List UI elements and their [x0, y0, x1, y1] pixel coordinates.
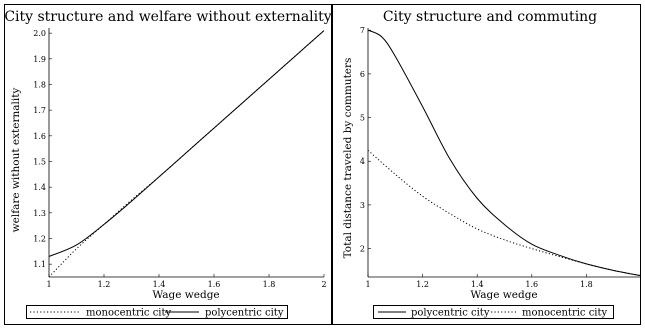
- x-tick-label: 1: [365, 280, 370, 289]
- y-tick-label: 1.1: [33, 260, 46, 269]
- legend: polycentric city monocentric city: [373, 305, 614, 319]
- legend-entry-polycentric: polycentric city: [411, 308, 490, 319]
- x-tick-label: 1.2: [416, 280, 429, 289]
- x-tick-label: 1.4: [153, 280, 166, 289]
- y-tick-label: 1.7: [33, 106, 46, 115]
- chart-title: City structure and welfare without exter…: [4, 9, 331, 25]
- x-tick-label: 1: [46, 280, 51, 289]
- plot-lines: [48, 30, 325, 278]
- legend-box: [373, 305, 614, 319]
- left-panel-frame: [4, 4, 332, 325]
- legend-entry-polycentric: polycentric city: [205, 308, 284, 319]
- legend-box: [26, 305, 288, 319]
- welfare-chart: City structure and welfare without exter…: [4, 9, 332, 319]
- y-tick-label: 1.4: [33, 183, 46, 192]
- x-ticks: 1 1.2 1.4 1.6 1.8 2: [46, 274, 327, 289]
- series-line-monocentric: [367, 149, 642, 277]
- y-tick-label: 4: [360, 157, 365, 166]
- x-tick-label: 1.4: [471, 280, 484, 289]
- axes: [367, 28, 641, 278]
- series-line-polycentric: [48, 30, 325, 257]
- y-tick-label: 5: [360, 114, 365, 123]
- y-ticks: 1.1 1.2 1.3 1.4 1.5 1.6 1.7 1.8 1.9 2.0: [33, 29, 52, 269]
- y-tick-label: 1.9: [33, 55, 46, 64]
- y-tick-label: 1.5: [33, 157, 46, 166]
- y-tick-label: 6: [360, 70, 365, 79]
- plot-lines: [367, 29, 642, 277]
- y-tick-label: 3: [360, 201, 365, 210]
- x-tick-label: 1.8: [580, 280, 593, 289]
- x-tick-label: 2: [321, 280, 326, 289]
- y-axis-label: welfare without externality: [10, 88, 22, 233]
- y-tick-label: 2.0: [33, 29, 46, 38]
- x-axis-label: Wage wedge: [470, 289, 537, 301]
- series-line-polycentric: [367, 29, 642, 277]
- x-tick-label: 1.6: [208, 280, 221, 289]
- right-panel-frame: [332, 4, 641, 325]
- y-tick-label: 2: [360, 245, 365, 254]
- y-ticks: 2 3 4 5 6 7: [360, 26, 371, 254]
- axes: [48, 28, 324, 278]
- x-tick-label: 1.2: [98, 280, 111, 289]
- y-tick-label: 1.8: [33, 80, 46, 89]
- legend-entry-monocentric: monocentric city: [86, 308, 172, 319]
- y-axis-label: Total distance traveled by commuters: [342, 58, 354, 259]
- x-ticks: 1 1.2 1.4 1.6 1.8: [365, 274, 593, 289]
- chart-title: City structure and commuting: [383, 9, 597, 25]
- x-tick-label: 1.8: [263, 280, 276, 289]
- x-axis-label: Wage wedge: [152, 289, 219, 301]
- commuting-chart: City structure and commuting Total dista…: [342, 9, 642, 319]
- y-tick-label: 1.6: [33, 132, 46, 141]
- legend: monocentric city polycentric city: [26, 305, 288, 319]
- x-tick-label: 1.6: [525, 280, 538, 289]
- legend-entry-monocentric: monocentric city: [522, 308, 608, 319]
- y-tick-label: 7: [360, 26, 365, 35]
- y-tick-label: 1.2: [33, 234, 46, 243]
- y-tick-label: 1.3: [33, 209, 46, 218]
